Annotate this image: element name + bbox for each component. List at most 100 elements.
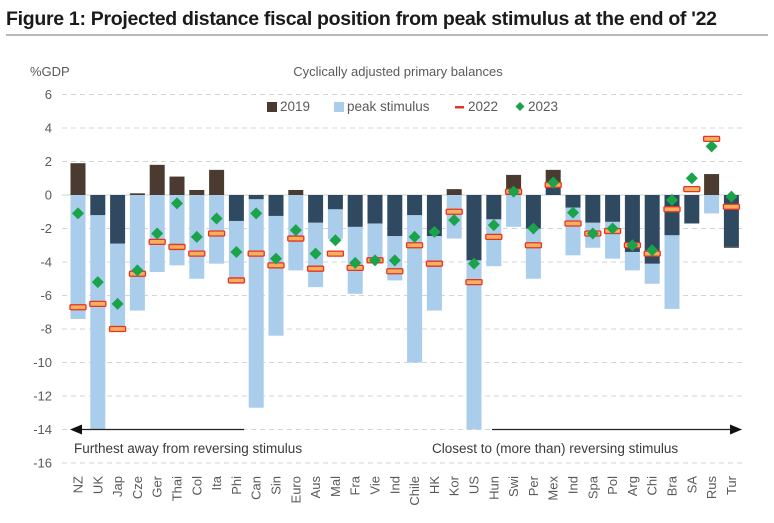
annotation-right: Closest to (more than) reversing stimulu… — [432, 441, 678, 456]
bar-2019 — [70, 163, 86, 195]
legend-label-2023: 2023 — [528, 99, 558, 114]
bar-overlap — [228, 195, 244, 221]
marker-2022 — [524, 242, 543, 249]
marker-2023 — [349, 256, 362, 269]
marker-2023 — [586, 227, 599, 240]
marker-2022 — [326, 250, 345, 257]
marker-2022 — [287, 235, 305, 242]
x-tick-label: Per — [526, 475, 541, 496]
y-tick-label: 0 — [45, 188, 52, 203]
title-underline — [6, 34, 768, 36]
bar-overlap — [327, 195, 343, 210]
bar-peak-stimulus — [644, 263, 660, 284]
marker-2023 — [685, 172, 698, 185]
marker-2023 — [388, 254, 401, 267]
bar-overlap — [545, 184, 561, 195]
annotation-left: Furthest away from reversing stimulus — [74, 441, 302, 456]
x-tick-label: Ind — [387, 476, 402, 494]
x-tick-label: Euro — [288, 476, 303, 503]
x-tick-label: Aus — [308, 476, 323, 499]
bar-peak-stimulus — [209, 195, 225, 264]
y-tick-label: -4 — [40, 255, 52, 270]
bar-peak-stimulus — [624, 251, 640, 271]
x-tick-label: Can — [249, 476, 264, 500]
marker-2022 — [168, 243, 186, 251]
bar-2019 — [288, 189, 304, 195]
bar-peak-stimulus — [248, 199, 264, 408]
bar-overlap — [90, 195, 106, 216]
x-tick-label: Hun — [486, 476, 501, 500]
legend-swatch-peak-stimulus — [334, 102, 344, 112]
legend-label-2022: 2022 — [468, 99, 498, 114]
bar-overlap — [684, 195, 700, 224]
legend-label-peak-stimulus: peak stimulus — [347, 99, 430, 114]
marker-2022 — [148, 238, 166, 246]
marker-2022 — [425, 260, 444, 267]
x-tick-label: Jap — [110, 476, 125, 497]
bars — [70, 163, 739, 430]
bar-overlap — [525, 195, 541, 229]
bar-overlap — [605, 195, 621, 222]
bar-peak-stimulus — [486, 219, 502, 267]
x-tick-label: Swi — [506, 476, 521, 497]
marker-2023 — [428, 225, 441, 238]
bar-overlap — [308, 195, 324, 223]
marker-2023 — [131, 264, 144, 277]
x-tick-label: Sin — [269, 476, 284, 495]
bar-overlap — [248, 195, 264, 200]
marker-2022 — [227, 277, 246, 284]
legend-swatch-2022 — [455, 106, 464, 109]
x-tick-label: Chile — [407, 476, 422, 506]
y-tick-label: -8 — [40, 322, 52, 337]
bar-peak-stimulus — [367, 223, 383, 262]
marker-2023 — [705, 140, 718, 153]
arrow-right-head — [730, 424, 742, 435]
chart-subtitle: Cyclically adjusted primary balances — [293, 64, 503, 79]
x-tick-label: HK — [427, 476, 442, 494]
x-tick-label: Chi — [645, 476, 660, 496]
arrow-left-head — [70, 424, 82, 435]
bar-2019 — [129, 193, 145, 195]
marker-2022 — [89, 300, 107, 308]
marker-2023 — [567, 206, 579, 219]
bar-overlap — [565, 195, 581, 208]
x-tick-label: Ita — [209, 475, 224, 490]
marker-2023 — [487, 219, 500, 232]
figure-title: Figure 1: Projected distance fiscal posi… — [6, 8, 717, 30]
marker-2023 — [91, 276, 104, 289]
legend-swatch-2019 — [267, 102, 277, 112]
x-tick-label: Phi — [229, 476, 244, 495]
bar-2019 — [189, 189, 205, 195]
x-tick-label: NZ — [71, 476, 86, 493]
marker-2023 — [72, 207, 84, 220]
legend-label-2019: 2019 — [280, 99, 310, 114]
marker-2023 — [309, 247, 322, 260]
bar-2019 — [149, 164, 165, 195]
bar-peak-stimulus — [525, 228, 541, 279]
markers — [69, 135, 741, 333]
y-tick-label: -16 — [33, 456, 52, 471]
x-tick-label: Arg — [625, 476, 640, 496]
bar-peak-stimulus — [268, 215, 284, 336]
bar-peak-stimulus — [407, 215, 423, 363]
bar-peak-stimulus — [565, 207, 581, 256]
marker-2022 — [108, 325, 127, 333]
marker-2023 — [507, 185, 520, 198]
bar-overlap — [585, 195, 601, 223]
marker-2022 — [405, 242, 424, 249]
legend-swatch-2023 — [515, 102, 525, 111]
marker-2023 — [626, 239, 639, 252]
bar-peak-stimulus — [129, 195, 145, 311]
marker-2022 — [207, 230, 226, 237]
marker-2022 — [485, 233, 503, 241]
y-ticks: 6 4 2 0 -2 -4 -6 -8 -10 -12 -14 -16 — [33, 87, 52, 471]
x-tick-label: Col — [189, 476, 204, 496]
marker-2023 — [210, 212, 223, 225]
x-tick-label: Thai — [170, 476, 185, 501]
x-tick-label: Mal — [328, 476, 343, 497]
bar-2019 — [704, 174, 720, 195]
bar-2019 — [446, 189, 462, 195]
x-ticks: NZ UK Jap Cze Ger Thai Col Ita Phi Can Sin Euro Aus M… — [71, 475, 739, 505]
x-tick-label: Tur — [724, 475, 739, 495]
x-tick-label: Vie — [368, 476, 383, 495]
